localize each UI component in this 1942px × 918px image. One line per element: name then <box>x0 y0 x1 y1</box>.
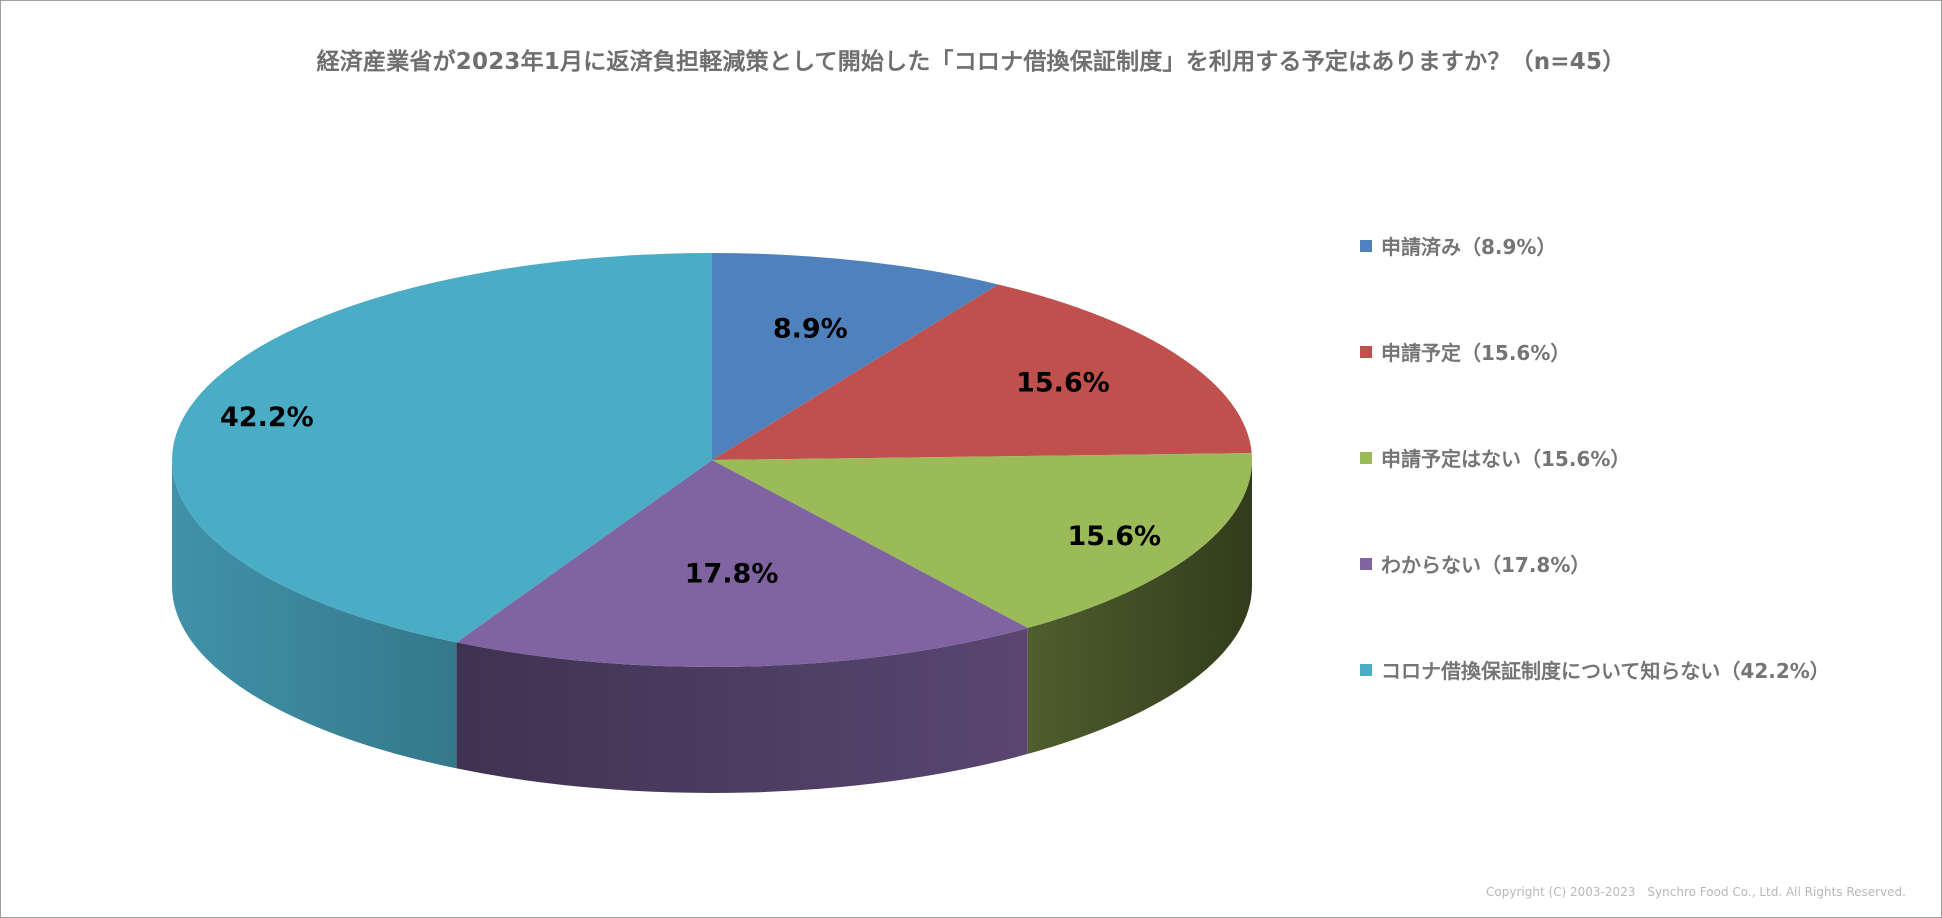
legend-label: コロナ借換保証制度について知らない（42.2%） <box>1381 659 1830 683</box>
legend-label: 申請予定（15.6%） <box>1381 341 1571 365</box>
pie-data-label-2: 15.6% <box>1016 368 1110 399</box>
pie-data-label-3: 15.6% <box>1067 521 1161 552</box>
chart-title: 経済産業省が2023年1月に返済負担軽減策として開始した「コロナ借換保証制度」を… <box>316 49 1626 75</box>
legend-label: 申請済み（8.9%） <box>1381 235 1557 259</box>
pie-slice-4 <box>456 460 1028 667</box>
legend-swatch <box>1360 240 1372 252</box>
legend-label: わからない（17.8%） <box>1381 553 1591 577</box>
copyright: Copyright (C) 2003-2023 Synchro Food Co.… <box>1486 885 1906 899</box>
pie-data-label-1: 8.9% <box>773 314 848 345</box>
legend-swatch <box>1360 558 1372 570</box>
legend-swatch <box>1360 664 1372 676</box>
legend-swatch <box>1360 346 1372 358</box>
pie-wall-4 <box>456 627 1028 793</box>
pie-slice-3 <box>712 453 1252 628</box>
pie-wall-3 <box>1027 460 1252 754</box>
pie-slice-5 <box>172 253 712 643</box>
pie-data-label-5: 42.2% <box>220 402 314 433</box>
pie-wall-5 <box>172 460 457 769</box>
pie-slice-2 <box>712 284 1252 460</box>
legend-label: 申請予定はない（15.6%） <box>1381 447 1631 471</box>
pie-slice-1 <box>712 253 999 460</box>
legend-swatch <box>1360 452 1372 464</box>
pie-data-label-4: 17.8% <box>685 559 779 590</box>
